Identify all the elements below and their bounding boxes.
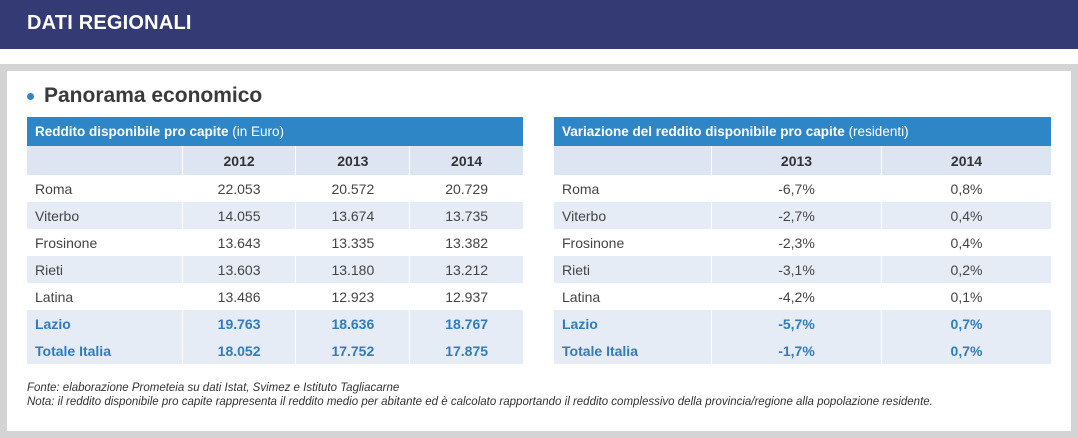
table-cell: 12.923 [295, 283, 409, 310]
table-cell: 13.486 [181, 283, 296, 310]
table-cell: 0,7% [881, 310, 1051, 337]
column-header: 2013 [295, 146, 409, 175]
table-cell: 17.875 [409, 337, 523, 364]
income-change-table-column-header: 2013 2014 [554, 146, 1051, 175]
table-row-total: Totale Italia -1,7% 0,7% [554, 337, 1051, 364]
banner-title: DATI REGIONALI [27, 12, 192, 34]
income-change-table-title-bold: Variazione del reddito disponibile pro c… [562, 124, 845, 139]
source-note: Fonte: elaborazione Prometeia su dati Is… [27, 382, 400, 394]
table-cell: 13.212 [409, 256, 523, 283]
table-cell: 18.767 [409, 310, 523, 337]
content-frame: Panorama economico Reddito disponibile p… [0, 64, 1078, 438]
row-name: Totale Italia [35, 342, 111, 359]
row-name: Latina [35, 288, 74, 305]
table-cell: 19.763 [181, 310, 296, 337]
income-change-table: Variazione del reddito disponibile pro c… [554, 117, 1051, 364]
income-table-column-header: 2012 2013 2014 [27, 146, 523, 175]
table-row: Latina 13.486 12.923 12.937 [27, 283, 523, 310]
row-name: Rieti [35, 261, 64, 278]
row-name: Lazio [35, 315, 71, 332]
row-name: Frosinone [35, 234, 98, 251]
table-cell: 13.382 [409, 229, 523, 256]
header-banner: DATI REGIONALI [0, 0, 1078, 49]
column-header: 2014 [409, 146, 523, 175]
column-header-blank [554, 146, 711, 175]
bullet-icon [27, 92, 34, 100]
table-row-region: Lazio 19.763 18.636 18.767 [27, 310, 523, 337]
table-cell: 13.603 [181, 256, 296, 283]
table-cell: -2,7% [711, 202, 881, 229]
table-cell: -3,1% [711, 256, 881, 283]
column-header: 2014 [881, 146, 1051, 175]
table-cell: 13.674 [295, 202, 409, 229]
table-cell: -6,7% [711, 175, 881, 202]
table-row: Roma 22.053 20.572 20.729 [27, 175, 523, 202]
income-change-table-title: Variazione del reddito disponibile pro c… [554, 117, 1051, 146]
table-cell: 20.572 [295, 175, 409, 202]
table-row-total: Totale Italia 18.052 17.752 17.875 [27, 337, 523, 364]
table-row: Latina -4,2% 0,1% [554, 283, 1051, 310]
row-name: Viterbo [35, 207, 80, 224]
income-table: Reddito disponibile pro capite (in Euro)… [27, 117, 523, 364]
row-name: Lazio [562, 315, 598, 332]
section-title: Panorama economico [27, 84, 262, 108]
table-cell: 13.180 [295, 256, 409, 283]
table-cell: 13.735 [409, 202, 523, 229]
column-header: 2013 [711, 146, 881, 175]
footnotes: Fonte: elaborazione Prometeia su dati Is… [27, 381, 933, 409]
table-cell: 13.643 [181, 229, 296, 256]
row-name: Totale Italia [562, 342, 638, 359]
row-name: Rieti [562, 261, 591, 278]
table-cell: -5,7% [711, 310, 881, 337]
column-header: 2012 [181, 146, 296, 175]
income-table-title-unit: (in Euro) [228, 124, 285, 139]
table-cell: 14.055 [181, 202, 296, 229]
row-name: Viterbo [562, 207, 607, 224]
row-name: Latina [562, 288, 601, 305]
table-cell: 20.729 [409, 175, 523, 202]
table-row-region: Lazio -5,7% 0,7% [554, 310, 1051, 337]
section-title-text: Panorama economico [44, 84, 263, 107]
row-name: Roma [35, 180, 73, 197]
row-name: Roma [562, 180, 600, 197]
column-header-blank [27, 146, 182, 175]
table-row: Viterbo 14.055 13.674 13.735 [27, 202, 523, 229]
income-table-title: Reddito disponibile pro capite (in Euro) [27, 117, 523, 146]
table-cell: 12.937 [409, 283, 523, 310]
table-cell: -4,2% [711, 283, 881, 310]
table-cell: 18.052 [181, 337, 296, 364]
table-cell: 22.053 [181, 175, 296, 202]
row-name: Frosinone [562, 234, 625, 251]
table-cell: 0,1% [881, 283, 1051, 310]
method-note: Nota: il reddito disponibile pro capite … [27, 396, 933, 408]
table-cell: 13.335 [295, 229, 409, 256]
table-row: Roma -6,7% 0,8% [554, 175, 1051, 202]
table-row: Viterbo -2,7% 0,4% [554, 202, 1051, 229]
table-cell: -2,3% [711, 229, 881, 256]
table-cell: 0,4% [881, 229, 1051, 256]
table-cell: 0,8% [881, 175, 1051, 202]
income-table-title-bold: Reddito disponibile pro capite [35, 124, 229, 139]
table-row: Rieti 13.603 13.180 13.212 [27, 256, 523, 283]
table-cell: 0,2% [881, 256, 1051, 283]
content-panel: Panorama economico Reddito disponibile p… [7, 71, 1071, 431]
table-cell: 17.752 [295, 337, 409, 364]
table-cell: 0,4% [881, 202, 1051, 229]
table-cell: 0,7% [881, 337, 1051, 364]
table-row: Rieti -3,1% 0,2% [554, 256, 1051, 283]
table-row: Frosinone -2,3% 0,4% [554, 229, 1051, 256]
table-cell: 18.636 [295, 310, 409, 337]
income-change-table-title-unit: (residenti) [844, 124, 909, 139]
table-row: Frosinone 13.643 13.335 13.382 [27, 229, 523, 256]
table-cell: -1,7% [711, 337, 881, 364]
